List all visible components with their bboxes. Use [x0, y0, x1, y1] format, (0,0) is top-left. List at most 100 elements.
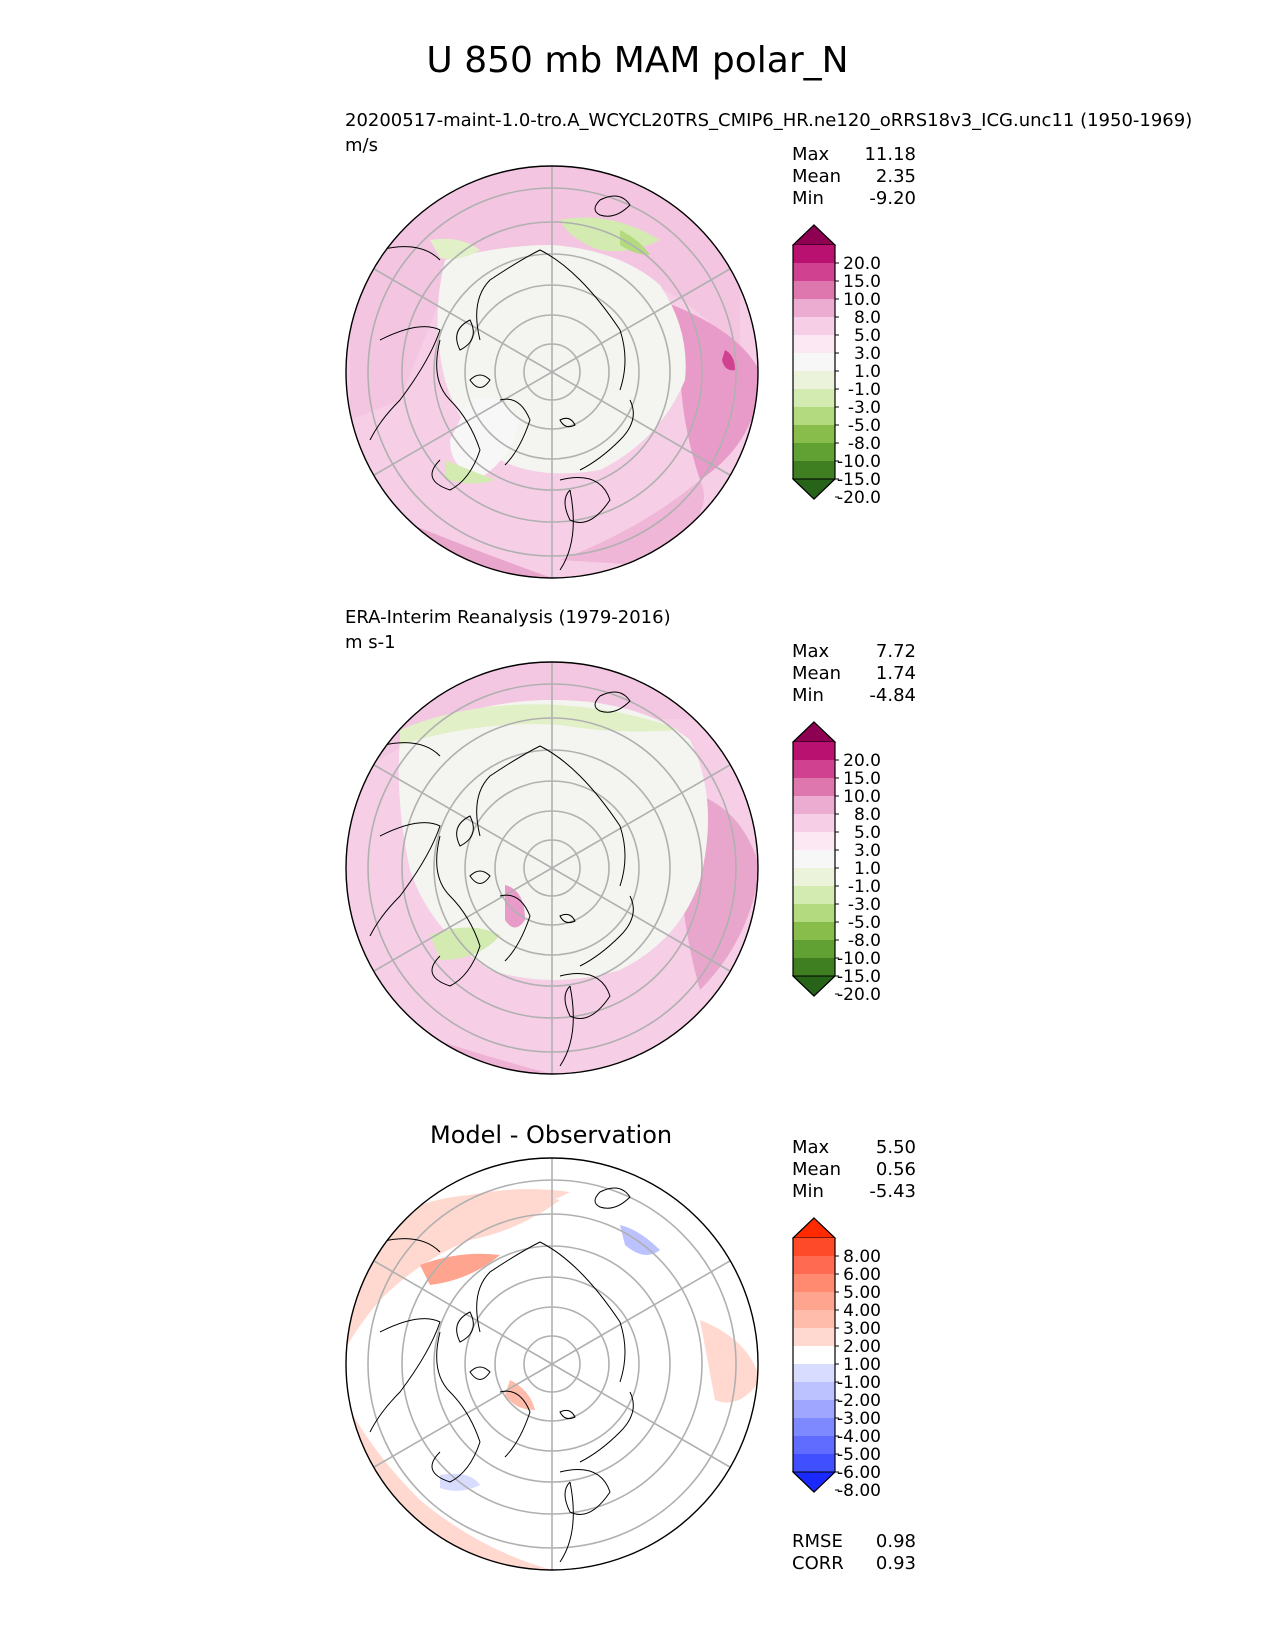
colorbar-tick-label: 8.00 — [843, 1247, 881, 1267]
colorbar-band — [793, 245, 835, 264]
colorbar-band — [793, 886, 835, 905]
colorbar-band — [793, 922, 835, 941]
map-difference-gridlines — [367, 1158, 737, 1570]
colorbar-band — [793, 1364, 835, 1383]
colorbar-tick-label: 8.0 — [854, 308, 881, 328]
colorbar-band — [793, 1292, 835, 1311]
stat-max: Max 7.72 — [792, 641, 916, 662]
colorbar-band — [793, 1382, 835, 1401]
colorbar-band — [793, 1256, 835, 1275]
colorbar-tick-label: 20.0 — [843, 751, 881, 771]
map-reference — [345, 661, 759, 1075]
colorbar-band — [793, 850, 835, 869]
colorbar-tick-label: -10.0 — [837, 452, 881, 472]
colorbar-band — [793, 1238, 835, 1257]
metric-rmse: RMSE 0.98 — [792, 1531, 916, 1552]
colorbar-difference: 8.006.005.004.003.002.001.00-1.00-2.00-3… — [791, 1217, 881, 1501]
colorbar-band — [793, 1310, 835, 1329]
map-difference — [345, 1157, 759, 1571]
colorbar-tick-label: -8.00 — [837, 1481, 881, 1501]
colorbar-tick-label: -5.0 — [848, 416, 881, 436]
stat-min: Min -4.84 — [792, 685, 916, 706]
panel-test-stats: Max 11.18 Mean 2.35 Min -9.20 — [792, 144, 916, 210]
colorbar-tick-label: -15.0 — [837, 470, 881, 490]
colorbar-tick-label: 5.0 — [854, 823, 881, 843]
colorbar-tick-label: 1.0 — [854, 859, 881, 879]
colorbar-band — [793, 832, 835, 851]
colorbar-band — [793, 778, 835, 797]
colorbar-tick-label: 3.0 — [854, 841, 881, 861]
colorbar-outline — [792, 721, 836, 997]
colorbar-tick-label: 20.0 — [843, 254, 881, 274]
colorbar-tick-label: -5.00 — [837, 1445, 881, 1465]
colorbar-tick-label: 10.0 — [843, 290, 881, 310]
colorbar-extend-min — [791, 975, 837, 997]
colorbar-band — [793, 796, 835, 815]
metric-corr: CORR 0.93 — [792, 1553, 916, 1574]
colorbar-tick-label: 8.0 — [854, 805, 881, 825]
stat-mean: Mean 2.35 — [792, 166, 916, 187]
colorbar-tick-label: -8.0 — [848, 931, 881, 951]
panel-diff-stats: Max 5.50 Mean 0.56 Min -5.43 — [792, 1137, 916, 1203]
panel-ref-stats: Max 7.72 Mean 1.74 Min -4.84 — [792, 641, 916, 707]
colorbar-band — [793, 299, 835, 318]
figure-title: U 850 mb MAM polar_N — [426, 40, 849, 81]
stat-max: Max 11.18 — [792, 144, 916, 165]
colorbar-tick-label: 3.00 — [843, 1319, 881, 1339]
map-difference-coastlines — [369, 1187, 634, 1563]
colorbar-tick-label: -1.00 — [837, 1373, 881, 1393]
colorbar-band — [793, 940, 835, 959]
colorbar-outline — [792, 1217, 836, 1493]
stat-min: Min -5.43 — [792, 1181, 916, 1202]
colorbar-tick-label: -2.00 — [837, 1391, 881, 1411]
panel-diff-title: Model - Observation — [430, 1121, 673, 1149]
stat-max: Max 5.50 — [792, 1137, 916, 1158]
stat-mean: Mean 0.56 — [792, 1159, 916, 1180]
colorbar-band — [793, 461, 835, 480]
colorbar-band — [793, 353, 835, 372]
panel-diff-metrics: RMSE 0.98 CORR 0.93 — [792, 1531, 916, 1575]
colorbar-tick-label: 6.00 — [843, 1265, 881, 1285]
colorbar-tick-label: 3.0 — [854, 344, 881, 364]
colorbar-tick-label: 2.00 — [843, 1337, 881, 1357]
colorbar-tick-label: 1.00 — [843, 1355, 881, 1375]
map-reference-border — [345, 661, 759, 1075]
colorbar-band — [793, 371, 835, 390]
colorbar-tick-label: -5.0 — [848, 913, 881, 933]
colorbar-band — [793, 1454, 835, 1473]
colorbar-tick-label: -10.0 — [837, 949, 881, 969]
map-reference-coastlines — [369, 691, 634, 1067]
colorbar-tick-label: -20.0 — [837, 985, 881, 1005]
map-test-border — [345, 165, 759, 579]
panel-ref-units: m s-1 — [345, 632, 396, 653]
colorbar-band — [793, 760, 835, 779]
colorbar-band — [793, 1274, 835, 1293]
colorbar-band — [793, 317, 835, 336]
colorbar-extend-max — [791, 1217, 837, 1239]
colorbar-band — [793, 335, 835, 354]
colorbar-tick-label: -6.00 — [837, 1463, 881, 1483]
colorbar-tick-label: -3.0 — [848, 398, 881, 418]
colorbar-extend-max — [791, 224, 837, 246]
colorbar-band — [793, 443, 835, 462]
colorbar-band — [793, 742, 835, 761]
stat-min: Min -9.20 — [792, 188, 916, 209]
colorbar-band — [793, 281, 835, 300]
colorbar-tick-label: 15.0 — [843, 272, 881, 292]
colorbar-band — [793, 958, 835, 977]
colorbar-test: 20.015.010.08.05.03.01.0-1.0-3.0-5.0-8.0… — [791, 224, 881, 508]
colorbar-tick-label: -15.0 — [837, 967, 881, 987]
colorbar-tick-label: -20.0 — [837, 488, 881, 508]
colorbar-band — [793, 868, 835, 887]
colorbar-band — [793, 1436, 835, 1455]
map-reference-gridlines — [367, 662, 737, 1074]
colorbar-extend-min — [791, 1471, 837, 1493]
colorbar-extend-max — [791, 721, 837, 743]
colorbar-tick-label: -4.00 — [837, 1427, 881, 1447]
colorbar-band — [793, 1418, 835, 1437]
colorbar-tick-label: 10.0 — [843, 787, 881, 807]
panel-test-units: m/s — [345, 135, 378, 156]
colorbar-tick-label: 4.00 — [843, 1301, 881, 1321]
colorbar-band — [793, 814, 835, 833]
panel-test-title: 20200517-maint-1.0-tro.A_WCYCL20TRS_CMIP… — [345, 110, 1193, 131]
